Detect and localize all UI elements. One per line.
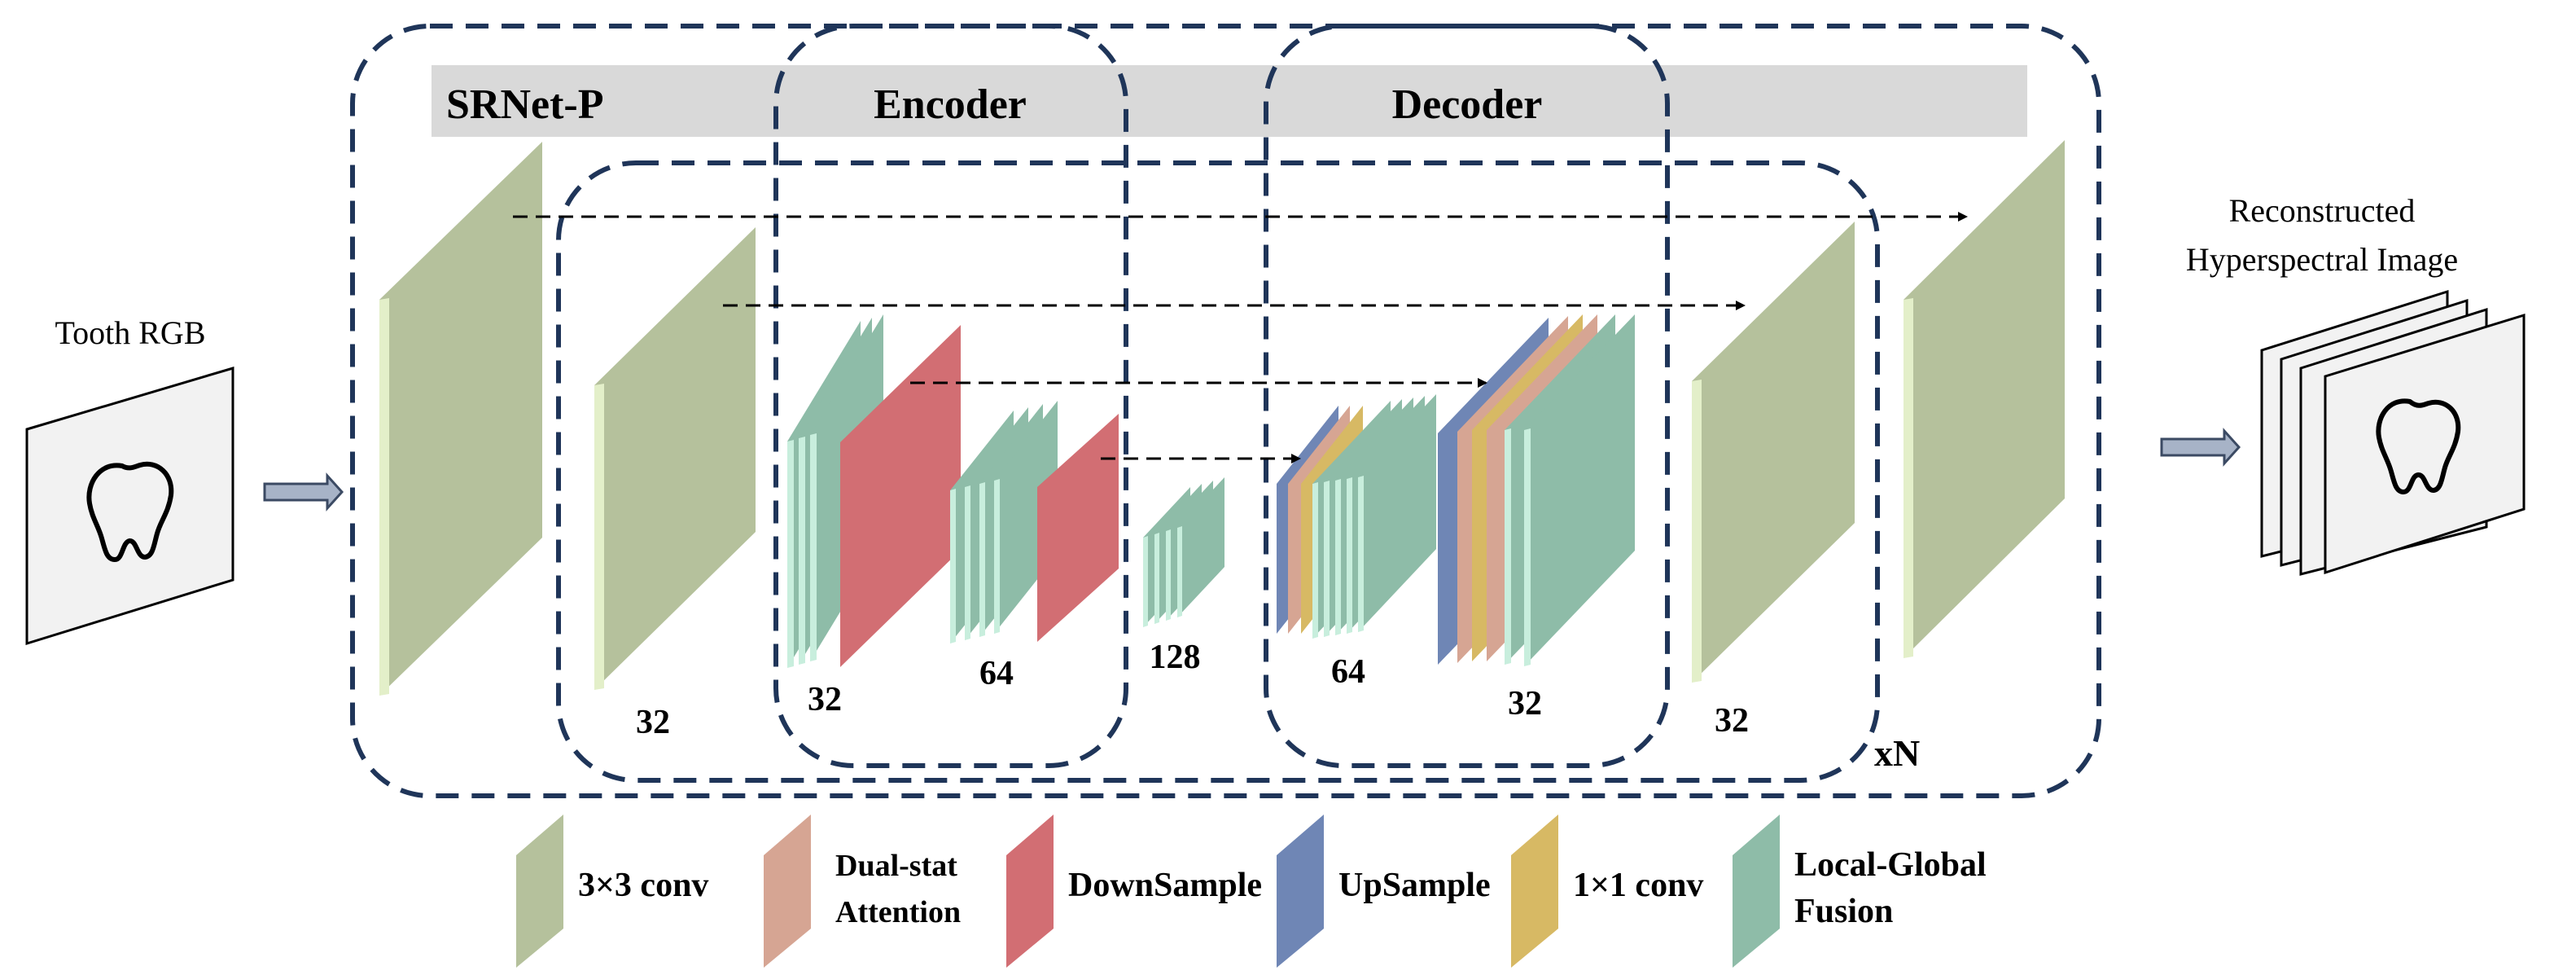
output-label-line1: Reconstructed [2229,192,2416,229]
legend-swatch-lgf [1733,815,1780,968]
channel-label-outer-out: 32 [1715,702,1749,740]
conv3x3-layer-outer-out [1904,140,2065,658]
input-label: Tooth RGB [55,314,206,351]
encoder-box [773,24,1128,768]
conv3x3-layer-inner-out [1692,222,1855,683]
legend-swatch-dual_stat [764,815,811,968]
channel-label-bottleneck: 128 [1150,639,1201,676]
model-name-label: SRNet-P [446,81,604,128]
legend-label-dual_stat-line2: Attention [835,895,961,929]
downsample-layer-encoder-lvl1 [840,325,961,667]
legend-swatch-conv3x3 [516,815,563,968]
legend-label-conv1x1: 1×1 conv [1573,867,1703,904]
repeat-label: xN [1874,732,1920,774]
repeat-block-box [556,160,1880,783]
header-bar [432,65,2027,137]
legend-item-conv3x3: 3×3 conv [516,815,708,968]
legend-item-conv1x1: 1×1 conv [1511,815,1703,968]
legend-label-downsample: DownSample [1068,867,1262,904]
outer-block-box [350,24,2101,798]
decoder-box [1264,24,1670,768]
output-flow-arrow [2160,428,2241,467]
legend-item-upsample: UpSample [1277,815,1491,968]
channel-label-decoder-lvl1: 32 [1508,685,1542,722]
lgf-layer-decoder-lvl1 [1524,314,1635,666]
legend: 3×3 conv Dual-stat Attention DownSample UpSa… [516,815,1987,968]
tooth-icon [2376,398,2461,494]
legend-label-lgf-line2: Fusion [1794,893,1893,930]
legend-item-lgf: Local-Global Fusion [1733,815,1987,968]
legend-item-dual_stat: Dual-stat Attention [764,815,961,968]
channel-label-encoder-lvl1: 32 [808,681,842,718]
legend-item-downsample: DownSample [1006,815,1262,968]
channel-label-encoder-lvl2: 64 [979,655,1014,692]
lgf-layer-encoder-lvl2 [994,401,1058,634]
legend-label-dual_stat: Dual-stat [835,849,957,883]
decoder-label: Decoder [1392,81,1543,128]
channel-label-outer-in: 32 [636,704,670,741]
channel-label-decoder-lvl2: 64 [1331,653,1365,691]
input-image [25,366,234,646]
input-flow-arrow [263,472,344,512]
lgf-layer-bottleneck [1177,477,1224,617]
legend-swatch-conv1x1 [1511,815,1558,968]
conv3x3-layer-inner-in [594,227,756,690]
output-label-line2: Hyperspectral Image [2186,241,2458,278]
feature-map-layers [379,140,2065,696]
lgf-layer-decoder-lvl2 [1358,394,1436,632]
conv3x3-layer-outer-in [379,142,542,696]
legend-label-conv3x3: 3×3 conv [578,867,708,904]
output-image-stack [2260,289,2526,576]
legend-label-upsample: UpSample [1338,867,1491,904]
encoder-label: Encoder [874,81,1027,128]
legend-swatch-upsample [1277,815,1324,968]
tooth-icon [86,461,174,562]
downsample-layer-encoder-lvl2 [1037,414,1119,642]
legend-label-lgf: Local-Global [1794,846,1987,884]
legend-swatch-downsample [1006,815,1054,968]
